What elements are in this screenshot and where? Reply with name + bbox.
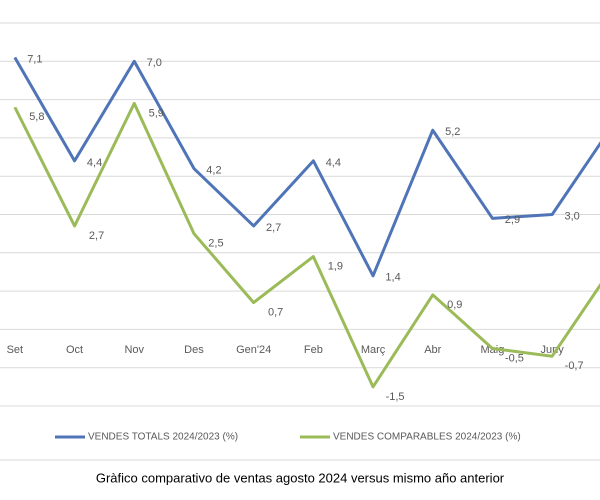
x-tick-label: Gen'24: [236, 344, 271, 356]
data-label: 5,2: [445, 126, 460, 138]
plot: Set Oct Nov Des Gen'24 Feb Març Abr Maig Juny7,14…: [0, 22, 600, 443]
x-tick-label: Nov: [124, 344, 144, 356]
data-label: 1,4: [385, 272, 400, 284]
data-label: 0,9: [447, 299, 462, 311]
data-label: 2,7: [89, 230, 104, 242]
data-label: 4,2: [206, 164, 221, 176]
x-tick-label: Abr: [424, 344, 441, 356]
x-tick-label: Oct: [66, 344, 83, 356]
data-label: -0,7: [565, 360, 584, 372]
series-line: [13, 101, 600, 389]
data-label: 4,4: [87, 157, 102, 169]
data-label: 5,9: [149, 107, 164, 119]
data-label: -0,5: [505, 352, 524, 364]
data-label: 3,0: [565, 210, 580, 222]
data-label: 2,9: [505, 214, 520, 226]
x-tick-label: Feb: [304, 344, 323, 356]
x-tick-label: Març: [361, 344, 386, 356]
data-label: 0,7: [268, 306, 283, 318]
x-tick-label: Des: [184, 344, 204, 356]
data-label: 5,8: [29, 111, 44, 123]
data-label: 7,0: [147, 57, 162, 69]
data-label: 4,4: [326, 157, 341, 169]
data-label: -1,5: [386, 391, 405, 403]
legend-label: VENDES TOTALS 2024/2023 (%): [88, 432, 238, 443]
data-label: 2,7: [266, 222, 281, 234]
series-line: [13, 56, 600, 278]
data-label: 1,9: [328, 261, 343, 273]
legend-label: VENDES COMPARABLES 2024/2023 (%): [333, 432, 521, 443]
chart-caption: Gràfico comparativo de ventas agosto 202…: [96, 470, 505, 485]
data-label: 7,1: [27, 53, 42, 65]
x-tick-label: Set: [7, 344, 24, 356]
data-label: 2,5: [208, 238, 223, 250]
